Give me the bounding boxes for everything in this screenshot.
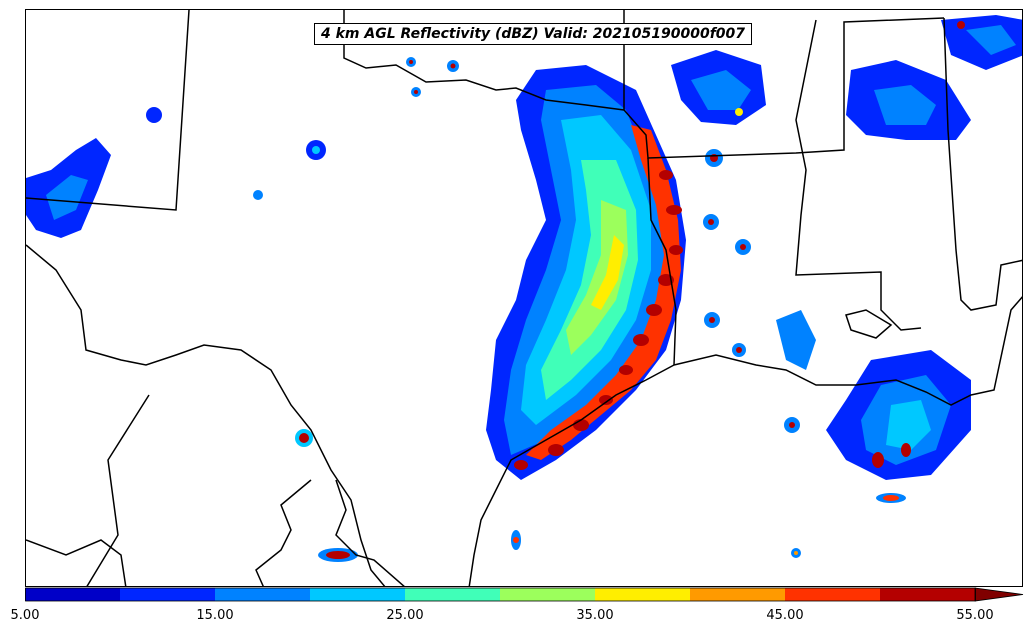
colorbar-tick-label: 35.00: [576, 608, 614, 623]
state-line-nm-tx: [26, 10, 190, 211]
colorbar-segment: [595, 588, 691, 601]
colorbar-segment: [25, 588, 121, 601]
colorbar-tick-label: 5.00: [10, 608, 40, 623]
state-line-ar-la: [623, 10, 945, 159]
colorbar-tick-label: 45.00: [766, 608, 804, 623]
rio-grande-border: [26, 244, 386, 586]
colorbar-segment: [500, 588, 596, 601]
mexico-state-line: [86, 394, 150, 586]
map-boundaries: [26, 10, 1022, 586]
state-line-ms-al: [943, 17, 1022, 311]
colorbar-tick-label: 55.00: [956, 608, 994, 623]
red-river-boundary: [343, 10, 625, 111]
colorbar: [25, 587, 1024, 602]
state-line-la-ms: [795, 19, 922, 331]
map-title: 4 km AGL Reflectivity (dBZ) Valid: 20210…: [314, 23, 753, 45]
reflectivity-map: [26, 10, 1022, 586]
colorbar-segment: [120, 588, 216, 601]
colorbar-segment: [690, 588, 786, 601]
colorbar-tick-label: 25.00: [386, 608, 424, 623]
map-panel: 4 km AGL Reflectivity (dBZ) Valid: 20210…: [25, 9, 1023, 587]
colorbar-segment: [405, 588, 501, 601]
coastline-texas: [468, 364, 675, 586]
state-line-tx-la: [647, 157, 677, 366]
colorbar-extend-arrow: [974, 587, 1024, 602]
reflectivity-echoes: [26, 15, 1022, 562]
colorbar-segment: [880, 588, 976, 601]
coastline-louisiana: [673, 296, 1022, 406]
colorbar-segment: [310, 588, 406, 601]
colorbar-segment: [215, 588, 311, 601]
colorbar-tick-label: 15.00: [196, 608, 234, 623]
lake-pontchartrain: [845, 309, 893, 339]
colorbar-segment: [785, 588, 881, 601]
